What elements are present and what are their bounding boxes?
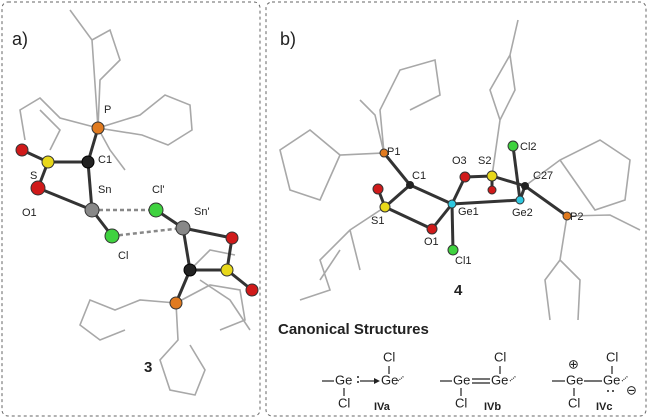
atom-sphere	[448, 245, 458, 255]
atom: Cl	[455, 395, 467, 410]
atom-sphere	[460, 172, 470, 182]
framework-a	[16, 10, 258, 395]
atom: Cl	[568, 395, 580, 410]
atom: Ge	[381, 372, 398, 387]
bond	[452, 200, 520, 204]
bond	[513, 146, 520, 200]
atom-label: Sn'	[194, 206, 210, 218]
atom-label: O1	[424, 236, 439, 248]
bond	[452, 204, 453, 250]
bond	[183, 228, 232, 238]
atom-label: P	[104, 104, 111, 116]
bond	[385, 207, 432, 229]
figure: a) P C1 S Sn Cl' Sn' O1 Cl 3 b) P1 C1 O	[0, 0, 649, 419]
atom: Ge	[335, 372, 352, 387]
atom-sphere	[516, 196, 524, 204]
atom-sphere	[184, 264, 196, 276]
atom-label: P1	[387, 146, 400, 158]
atom-label: O1	[22, 207, 37, 219]
structure-label: IVa	[374, 401, 391, 413]
atom: Cl	[494, 349, 506, 364]
atom-label: Ge2	[512, 207, 533, 219]
bond	[374, 378, 380, 384]
atom: Ge	[453, 372, 470, 387]
panel-label: a)	[12, 29, 28, 49]
atom-sphere	[487, 171, 497, 181]
atom-sphere	[246, 284, 258, 296]
atom: Ge	[566, 372, 583, 387]
atom-label: S1	[371, 215, 384, 227]
compound-number: 4	[454, 282, 463, 299]
atom-sphere	[406, 181, 414, 189]
atom-label: Cl	[118, 250, 128, 262]
compound-number: 3	[144, 359, 152, 376]
structure-label: IVb	[484, 401, 501, 413]
atom-sphere	[380, 202, 390, 212]
atom-sphere	[149, 203, 163, 217]
charge: ⊖	[626, 382, 637, 397]
atom-sphere	[85, 203, 99, 217]
panel-label: b)	[280, 29, 296, 49]
atom-label: Ge1	[458, 206, 479, 218]
bond	[510, 376, 516, 381]
canonical-title: Canonical Structures	[278, 321, 429, 338]
atom-label: C27	[533, 170, 553, 182]
atom-label: Cl2	[520, 141, 537, 153]
atom-sphere	[448, 200, 456, 208]
atom: Ge	[491, 372, 508, 387]
atom-sphere	[42, 156, 54, 168]
atom: Cl	[606, 349, 618, 364]
atom-sphere	[521, 182, 529, 190]
atom-sphere	[31, 181, 45, 195]
bond	[80, 285, 245, 395]
atom-sphere	[488, 186, 496, 194]
atom-sphere	[508, 141, 518, 151]
atom-label: S2	[478, 155, 491, 167]
atom: Cl	[338, 395, 350, 410]
atom-sphere	[427, 224, 437, 234]
panel-b-frame	[266, 2, 646, 416]
bond	[398, 376, 404, 381]
atom-sphere	[105, 229, 119, 243]
atom-sphere	[226, 232, 238, 244]
atom-sphere	[357, 381, 359, 383]
bond	[622, 376, 628, 381]
atom-sphere	[221, 264, 233, 276]
atom-sphere	[607, 390, 609, 392]
atom-label: P2	[570, 211, 583, 223]
atom-label: Sn	[98, 184, 111, 196]
structure-label: IVc	[596, 401, 613, 413]
atom-label: C1	[412, 170, 426, 182]
framework-b	[280, 20, 640, 320]
bond	[410, 185, 452, 204]
atom-sphere	[612, 390, 614, 392]
bond	[38, 188, 92, 210]
atom-sphere	[82, 156, 94, 168]
charge: ⊕	[568, 356, 579, 371]
atom-label: C1	[98, 154, 112, 166]
atom-sphere	[92, 122, 104, 134]
atom: Ge	[603, 372, 620, 387]
atom-sphere	[176, 221, 190, 235]
atom-label: Cl'	[152, 184, 165, 196]
atom-sphere	[373, 184, 383, 194]
atom: Cl	[383, 349, 395, 364]
atom-sphere	[357, 376, 359, 378]
atom-label: Cl1	[455, 255, 472, 267]
bond	[112, 228, 183, 236]
bond	[490, 20, 640, 320]
atom-label: S	[30, 170, 37, 182]
atom-sphere	[170, 297, 182, 309]
atom-label: O3	[452, 155, 467, 167]
atom-sphere	[16, 144, 28, 156]
